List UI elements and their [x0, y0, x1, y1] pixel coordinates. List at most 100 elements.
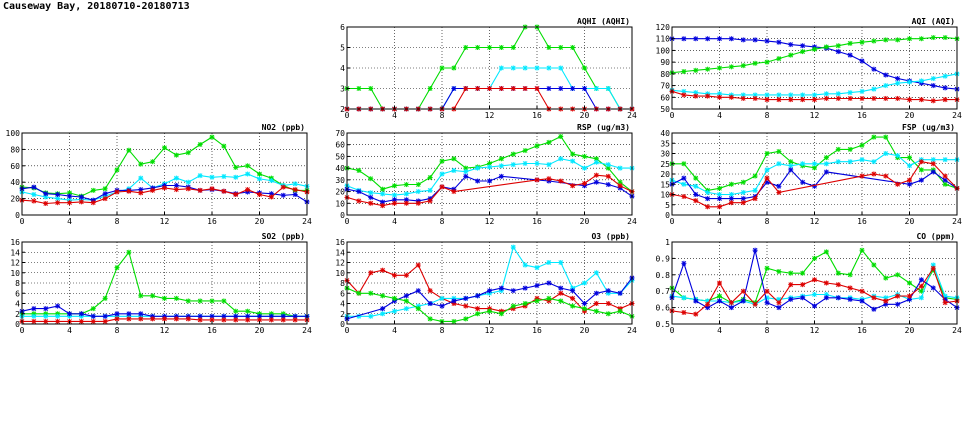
data-point-cyan [907, 79, 912, 85]
data-point-red [871, 171, 877, 177]
x-tick-label: 20 [580, 326, 590, 335]
y-tick-label: 0.7 [656, 287, 671, 296]
y-tick-label: 30 [660, 150, 670, 159]
data-point-blue [392, 197, 397, 203]
data-point-blue [752, 247, 758, 253]
data-point-red [150, 316, 156, 322]
data-point-red [776, 300, 782, 306]
data-point-green [102, 295, 108, 301]
y-tick-label: 10 [660, 191, 670, 200]
data-point-red [209, 317, 215, 323]
y-tick-label: 14 [10, 248, 20, 257]
data-point-red [717, 204, 722, 210]
y-tick-label: 50 [660, 105, 670, 114]
x-tick-label: 16 [857, 326, 867, 335]
y-tick-label: 8 [15, 279, 20, 288]
data-point-green [847, 272, 853, 278]
y-tick-label: 20 [335, 188, 345, 197]
data-point-green [800, 49, 806, 55]
y-tick-label: 40 [660, 129, 670, 138]
data-point-red [593, 172, 599, 178]
data-point-green [150, 159, 156, 165]
x-tick-label: 24 [952, 111, 962, 120]
data-point-cyan [415, 189, 421, 195]
data-point-green [918, 167, 924, 173]
data-point-cyan [776, 161, 782, 167]
data-point-blue [930, 169, 936, 175]
data-point-green [593, 308, 599, 314]
data-point-green [847, 40, 853, 46]
data-point-red [681, 194, 687, 200]
data-point-cyan [173, 175, 179, 181]
data-point-red [102, 196, 108, 202]
data-point-blue [403, 197, 409, 203]
data-point-green [776, 269, 782, 275]
data-point-cyan [593, 86, 599, 91]
x-tick-label: 24 [302, 217, 312, 226]
data-point-red [197, 187, 203, 193]
data-point-red [605, 173, 611, 179]
data-point-cyan [740, 189, 746, 195]
data-point-green [534, 143, 540, 149]
y-tick-label: 60 [660, 93, 670, 102]
data-point-green [907, 36, 912, 42]
data-point-blue [510, 288, 516, 294]
data-point-green [102, 186, 108, 192]
data-point-blue [605, 182, 611, 188]
data-point-red [705, 93, 711, 99]
x-tick-label: 12 [160, 326, 170, 335]
y-tick-label: 120 [656, 23, 671, 32]
data-point-red [859, 95, 865, 101]
data-point-cyan [693, 183, 699, 189]
data-point-blue [800, 179, 806, 185]
y-tick-label: 0 [15, 320, 20, 329]
data-point-blue [90, 313, 96, 319]
data-point-cyan [800, 161, 806, 167]
data-point-cyan [681, 181, 687, 187]
y-tick-label: 50 [335, 152, 345, 161]
data-point-blue [451, 298, 457, 304]
y-tick-label: 100 [6, 129, 21, 138]
data-point-red [740, 200, 746, 206]
data-point-red [752, 301, 758, 307]
data-point-green [233, 308, 239, 314]
data-point-green [150, 293, 156, 299]
data-point-green [221, 143, 227, 149]
y-tick-label: 0.8 [656, 271, 671, 280]
data-point-green [173, 295, 179, 301]
data-point-red [835, 282, 841, 288]
data-point-red [487, 86, 492, 91]
x-tick-label: 16 [857, 111, 867, 120]
data-point-cyan [380, 191, 386, 197]
data-point-green [871, 38, 877, 44]
data-point-red [859, 173, 865, 179]
data-point-blue [487, 288, 492, 294]
data-point-blue [102, 313, 108, 319]
data-point-red [380, 203, 386, 209]
data-point-blue [728, 305, 734, 311]
data-point-cyan [403, 306, 409, 312]
data-point-green [403, 182, 409, 188]
data-point-cyan [546, 65, 552, 71]
data-point-red [368, 200, 374, 206]
data-point-red [558, 290, 564, 296]
data-point-green [221, 298, 227, 304]
data-point-green [233, 164, 239, 170]
y-tick-label: 3 [340, 85, 345, 94]
data-point-blue [221, 313, 227, 319]
data-point-cyan [593, 270, 599, 276]
data-point-cyan [740, 92, 746, 98]
data-point-red [534, 177, 540, 183]
data-point-red [717, 94, 722, 100]
data-point-red [55, 318, 61, 324]
data-point-red [114, 316, 120, 322]
data-point-blue [570, 86, 576, 91]
panel-title: RSP (ug/m3) [577, 123, 630, 132]
data-point-blue [812, 303, 817, 309]
data-point-cyan [498, 163, 504, 169]
data-point-green [895, 37, 901, 43]
data-point-red [209, 186, 215, 192]
data-point-green [930, 35, 936, 41]
data-point-red [280, 184, 286, 190]
